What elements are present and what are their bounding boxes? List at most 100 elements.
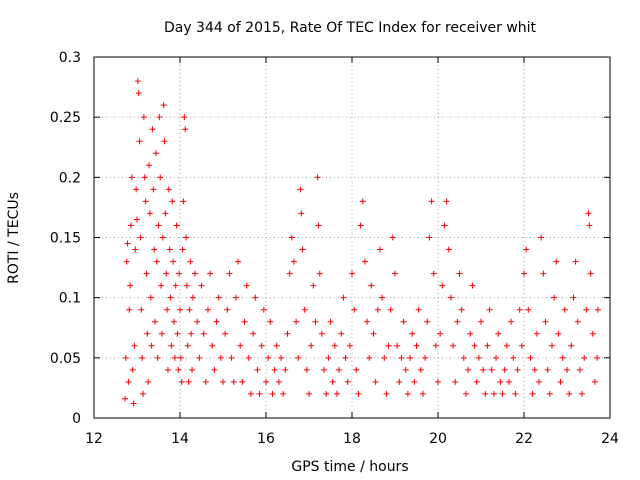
data-point [136,138,143,145]
data-point [473,378,480,385]
data-point [389,234,396,241]
data-point [570,294,577,301]
data-point [263,378,269,385]
data-point [170,318,177,325]
data-point [143,270,150,277]
data-point [132,246,139,253]
data-point [181,114,188,121]
data-point [192,270,199,277]
data-point [194,318,201,325]
data-point [250,330,257,337]
data-point [211,366,218,373]
data-point [127,282,134,289]
data-point [228,354,235,361]
x-tick-label: 20 [429,431,447,447]
data-point [551,294,558,301]
data-point [127,222,134,229]
data-point [152,150,159,157]
data-point [166,246,173,253]
data-point [505,378,512,385]
data-point [185,378,192,385]
data-point [447,294,454,301]
data-point [189,294,196,301]
data-point [171,354,178,361]
data-point [232,294,239,301]
data-point [325,354,332,361]
data-point [280,390,287,397]
data-point [576,366,583,373]
data-point [467,330,474,337]
data-point [224,306,231,313]
data-point [175,366,182,373]
data-point [342,354,349,361]
data-point [351,306,358,313]
data-point [151,246,158,253]
data-point [566,390,573,397]
plot-frame [93,56,611,419]
data-point [146,162,153,169]
data-point [144,330,151,337]
data-point [179,246,186,253]
data-point [443,198,450,205]
y-tick-label: 0.05 [50,351,81,367]
data-point [189,366,196,373]
data-point [424,318,431,325]
data-point [574,318,581,325]
data-point [138,306,145,313]
data-point [295,354,302,361]
y-axis-label: ROTI / TECUs [6,192,22,284]
data-point [299,246,306,253]
data-point [260,306,267,313]
data-point [521,270,527,277]
data-point [122,354,129,361]
data-point [533,330,540,337]
data-point [480,366,487,373]
data-point [183,282,190,289]
data-point [180,198,187,205]
data-point [162,210,169,217]
data-point [150,186,157,193]
data-point [160,102,167,109]
data-point [164,366,171,373]
data-point [314,174,321,181]
data-point [312,318,319,325]
data-point [349,270,355,277]
data-point [124,240,131,247]
y-tick-label: 0.25 [50,110,81,126]
data-point [385,342,392,349]
data-point [278,354,285,361]
data-point [316,270,323,277]
data-point [252,294,259,301]
data-point [196,354,203,361]
data-point [297,186,304,193]
data-point [469,282,476,289]
data-point [540,270,547,277]
data-point [165,186,172,193]
data-point [381,354,388,361]
data-point [133,186,140,193]
data-point [366,354,373,361]
data-point [428,198,435,205]
data-point [415,306,422,313]
data-point [458,306,465,313]
data-point [548,342,555,349]
data-point [198,282,205,289]
data-point [183,234,190,241]
data-point [338,330,345,337]
data-point [516,306,523,313]
data-point [475,354,482,361]
data-point [368,282,375,289]
data-point [167,294,174,301]
data-point [207,270,214,277]
data-point [364,318,371,325]
data-point [164,306,171,313]
data-point [462,390,469,397]
data-point [394,342,401,349]
data-point [126,306,133,313]
data-point [301,306,308,313]
data-point [209,342,216,349]
data-point [140,114,147,121]
data-point [134,216,140,223]
data-point [161,138,168,145]
data-point [173,222,180,229]
